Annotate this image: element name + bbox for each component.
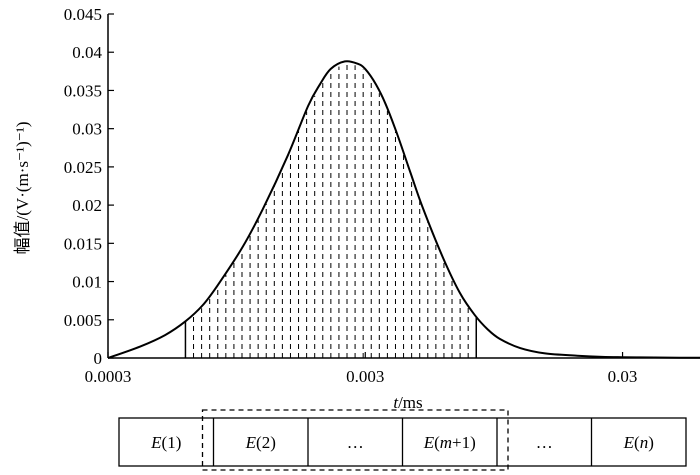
y-tick-label: 0.045 bbox=[64, 5, 102, 24]
plot-area: 0 0.005 0.01 0.015 0.02 0.025 0.03 0.035 0.04 0.0… bbox=[64, 5, 700, 386]
y-tick-label: 0.04 bbox=[72, 43, 102, 62]
segment-cell: E(m+1) bbox=[423, 433, 476, 452]
x-axis-label-var: t bbox=[393, 393, 399, 412]
y-tick-label: 0.035 bbox=[64, 81, 102, 100]
y-axis-label: 幅值/(V·(m·s⁻¹)⁻¹) bbox=[13, 122, 32, 255]
segment-cell: … bbox=[347, 433, 364, 452]
dashed-band-lines bbox=[193, 63, 469, 358]
y-tick-label: 0.03 bbox=[72, 120, 102, 139]
x-tick-label: 0.0003 bbox=[85, 367, 132, 386]
y-tick-label: 0.015 bbox=[64, 234, 102, 253]
y-tick-label: 0.005 bbox=[64, 311, 102, 330]
x-ticks: 0.0003 0.003 0.03 bbox=[85, 352, 638, 386]
x-axis-label-unit: /ms bbox=[398, 393, 423, 412]
segment-boxes: E(1) E(2) … E(m+1) … E(n) bbox=[118, 417, 687, 467]
segment-cell: E(1) bbox=[150, 433, 181, 452]
y-tick-label: 0 bbox=[94, 349, 103, 368]
segment-highlight-box bbox=[201, 409, 509, 471]
x-axis-label: t/ms bbox=[393, 393, 422, 412]
x-tick-label: 0.03 bbox=[608, 367, 638, 386]
segment-cell: E(2) bbox=[245, 433, 276, 452]
x-tick-label: 0.003 bbox=[346, 367, 384, 386]
segment-cell: E(n) bbox=[623, 433, 654, 452]
amplitude-curve bbox=[107, 60, 700, 359]
y-tick-label: 0.02 bbox=[72, 196, 102, 215]
y-tick-label: 0.025 bbox=[64, 158, 102, 177]
segment-cell: … bbox=[536, 433, 553, 452]
y-ticks: 0 0.005 0.01 0.015 0.02 0.025 0.03 0.035 0.04 0.0… bbox=[64, 5, 114, 368]
y-tick-label: 0.01 bbox=[72, 273, 102, 292]
